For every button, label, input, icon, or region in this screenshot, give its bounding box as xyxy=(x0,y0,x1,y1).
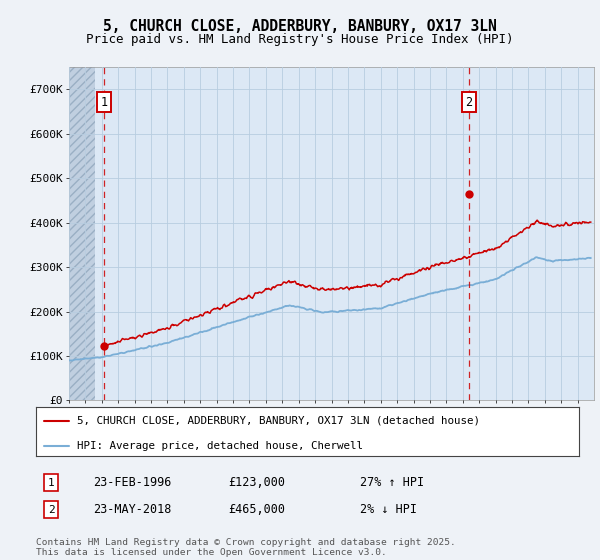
Text: 1: 1 xyxy=(47,478,55,488)
Text: Price paid vs. HM Land Registry's House Price Index (HPI): Price paid vs. HM Land Registry's House … xyxy=(86,32,514,46)
Text: 23-FEB-1996: 23-FEB-1996 xyxy=(93,476,172,489)
Text: 23-MAY-2018: 23-MAY-2018 xyxy=(93,503,172,516)
Text: 2: 2 xyxy=(47,505,55,515)
Text: 1: 1 xyxy=(101,96,107,109)
Text: Contains HM Land Registry data © Crown copyright and database right 2025.
This d: Contains HM Land Registry data © Crown c… xyxy=(36,538,456,557)
Text: 5, CHURCH CLOSE, ADDERBURY, BANBURY, OX17 3LN: 5, CHURCH CLOSE, ADDERBURY, BANBURY, OX1… xyxy=(103,20,497,34)
Bar xyxy=(69,67,95,400)
Text: HPI: Average price, detached house, Cherwell: HPI: Average price, detached house, Cher… xyxy=(77,441,363,451)
Text: £123,000: £123,000 xyxy=(228,476,285,489)
Text: 2: 2 xyxy=(466,96,473,109)
Text: 5, CHURCH CLOSE, ADDERBURY, BANBURY, OX17 3LN (detached house): 5, CHURCH CLOSE, ADDERBURY, BANBURY, OX1… xyxy=(77,416,480,426)
Text: 27% ↑ HPI: 27% ↑ HPI xyxy=(360,476,424,489)
Text: £465,000: £465,000 xyxy=(228,503,285,516)
Text: 2% ↓ HPI: 2% ↓ HPI xyxy=(360,503,417,516)
